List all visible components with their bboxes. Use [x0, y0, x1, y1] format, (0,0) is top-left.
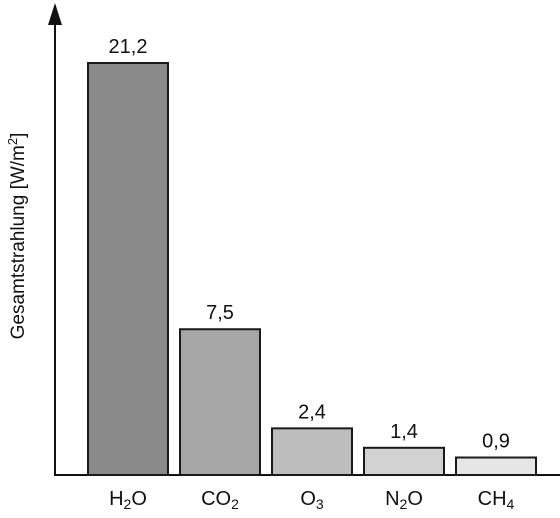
- value-label-o3: 2,4: [298, 401, 326, 423]
- value-labels-group: 21,2 7,5 2,4 1,4 0,9: [109, 36, 510, 453]
- x-tick-label-ch4: CH4: [478, 488, 515, 512]
- y-axis-label: Gesamtstrahlung [W/m2]: [5, 133, 30, 340]
- x-tick-labels-group: H2O CO2 O3 N2O CH4: [109, 488, 514, 512]
- bar-n2o: [363, 446, 445, 476]
- x-tick-label-co2: CO2: [201, 488, 239, 512]
- value-label-co2: 7,5: [206, 302, 234, 324]
- x-tick-label-o3: O3: [300, 488, 324, 512]
- x-tick-label-n2o: N2O: [385, 488, 423, 512]
- bar-o3: [271, 427, 353, 476]
- bar-co2: [179, 328, 261, 476]
- value-label-ch4: 0,9: [482, 431, 510, 453]
- value-label-h2o: 21,2: [109, 36, 148, 58]
- bar-h2o: [87, 62, 169, 476]
- value-label-n2o: 1,4: [390, 421, 418, 443]
- y-axis-arrow: [48, 3, 62, 25]
- x-tick-label-h2o: H2O: [109, 488, 147, 512]
- bar-ch4: [455, 456, 537, 476]
- bars-group: [87, 62, 537, 476]
